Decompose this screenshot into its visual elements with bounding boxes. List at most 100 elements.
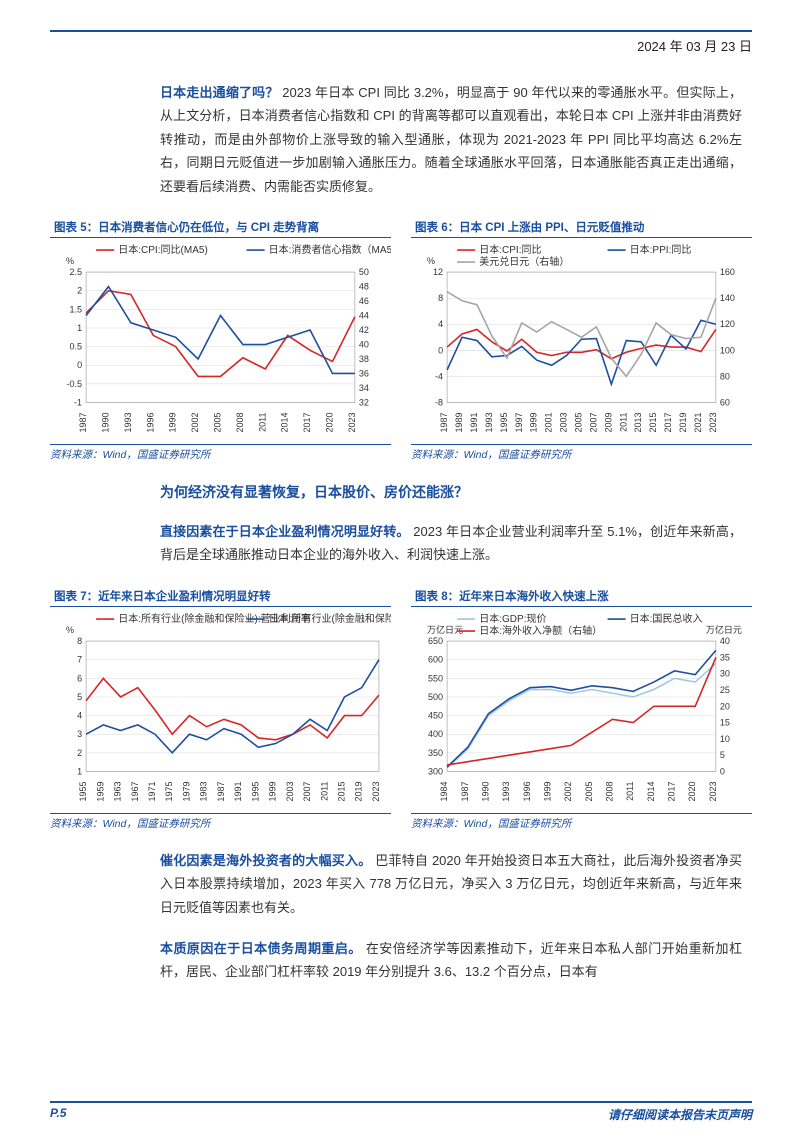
svg-text:1993: 1993	[501, 781, 511, 801]
svg-text:1963: 1963	[113, 781, 123, 801]
svg-text:1987: 1987	[439, 412, 449, 432]
svg-text:2017: 2017	[663, 412, 673, 432]
svg-text:7: 7	[77, 654, 82, 664]
svg-text:8: 8	[438, 293, 443, 303]
svg-text:0: 0	[438, 345, 443, 355]
svg-text:1993: 1993	[123, 412, 133, 432]
svg-text:2011: 2011	[319, 781, 329, 800]
svg-text:1990: 1990	[480, 781, 490, 801]
svg-text:4: 4	[77, 710, 82, 720]
svg-text:100: 100	[720, 345, 735, 355]
svg-text:%: %	[427, 256, 435, 266]
svg-text:2020: 2020	[687, 781, 697, 801]
paragraph-3: 催化因素是海外投资者的大幅买入。 巴菲特自 2020 年开始投资日本五大商社，此…	[160, 849, 742, 919]
chart-7: 图表 7：近年来日本企业盈利情况明显好转 1234567819551959196…	[50, 585, 391, 831]
svg-text:2013: 2013	[633, 412, 643, 432]
p1-body: 2023 年日本 CPI 同比 3.2%，明显高于 90 年代以来的零通胀水平。…	[160, 85, 742, 194]
svg-text:650: 650	[428, 636, 443, 646]
paragraph-1: 日本走出通缩了吗？ 2023 年日本 CPI 同比 3.2%，明显高于 90 年…	[160, 81, 742, 198]
chart-7-title: 图表 7：近年来日本企业盈利情况明显好转	[50, 585, 391, 607]
svg-text:1999: 1999	[542, 781, 552, 801]
chart-8: 图表 8：近年来日本海外收入快速上涨 300350400450500550600…	[411, 585, 752, 831]
svg-text:日本:海外收入净额（右轴）: 日本:海外收入净额（右轴）	[479, 624, 602, 637]
svg-text:日本:CPI:同比(MA5): 日本:CPI:同比(MA5)	[118, 243, 208, 256]
svg-text:1991: 1991	[469, 412, 479, 432]
svg-text:1996: 1996	[522, 781, 532, 801]
svg-text:-8: -8	[435, 397, 443, 407]
svg-text:3: 3	[77, 729, 82, 739]
p2-highlight: 直接因素在于日本企业盈利情况明显好转。	[160, 524, 410, 539]
chart-8-title: 图表 8：近年来日本海外收入快速上涨	[411, 585, 752, 607]
svg-text:1971: 1971	[147, 781, 157, 801]
svg-text:1967: 1967	[130, 781, 140, 801]
svg-text:48: 48	[359, 282, 369, 292]
svg-text:-4: -4	[435, 371, 443, 381]
paragraph-4: 本质原因在于日本债务周期重启。 在安倍经济学等因素推动下，近年来日本私人部门开始…	[160, 937, 742, 984]
svg-text:80: 80	[720, 371, 730, 381]
chart-6: 图表 6：日本 CPI 上涨由 PPI、日元贬值推动 -8-4048126080…	[411, 216, 752, 462]
svg-text:25: 25	[720, 685, 730, 695]
svg-text:2019: 2019	[354, 781, 364, 801]
svg-text:4: 4	[438, 319, 443, 329]
svg-text:2014: 2014	[646, 781, 656, 801]
svg-text:2021: 2021	[693, 412, 703, 432]
svg-text:5: 5	[720, 750, 725, 760]
svg-text:600: 600	[428, 654, 443, 664]
svg-text:20: 20	[720, 701, 730, 711]
svg-text:5: 5	[77, 692, 82, 702]
svg-text:1993: 1993	[484, 412, 494, 432]
svg-text:160: 160	[720, 267, 735, 277]
svg-text:2007: 2007	[302, 781, 312, 801]
svg-text:40: 40	[720, 636, 730, 646]
svg-text:32: 32	[359, 397, 369, 407]
svg-text:1996: 1996	[145, 412, 155, 432]
svg-text:1983: 1983	[199, 781, 209, 801]
svg-text:1995: 1995	[499, 412, 509, 432]
svg-text:0.5: 0.5	[70, 342, 83, 352]
svg-text:42: 42	[359, 325, 369, 335]
section-title: 为何经济没有显著恢复，日本股价、房价还能涨？	[160, 482, 742, 502]
svg-text:2002: 2002	[563, 781, 573, 801]
svg-text:1987: 1987	[216, 781, 226, 801]
svg-text:-1: -1	[74, 397, 82, 407]
svg-text:美元兑日元（右轴）: 美元兑日元（右轴）	[479, 255, 569, 268]
svg-text:1999: 1999	[168, 412, 178, 432]
svg-text:2007: 2007	[588, 412, 598, 432]
svg-text:40: 40	[359, 339, 369, 349]
p1-highlight: 日本走出通缩了吗？	[160, 85, 279, 100]
chart-5-title: 图表 5：日本消费者信心仍在低位，与 CPI 走势背离	[50, 216, 391, 238]
svg-text:万亿日元: 万亿日元	[706, 624, 742, 635]
svg-text:30: 30	[720, 668, 730, 678]
svg-text:2008: 2008	[604, 781, 614, 801]
svg-text:1999: 1999	[268, 781, 278, 801]
svg-text:60: 60	[720, 397, 730, 407]
chart-5: 图表 5：日本消费者信心仍在低位，与 CPI 走势背离 -1-0.500.511…	[50, 216, 391, 462]
svg-text:10: 10	[720, 734, 730, 744]
chart-5-source: 资料来源：Wind，国盛证券研究所	[50, 444, 391, 462]
svg-text:2020: 2020	[324, 412, 334, 432]
svg-text:34: 34	[359, 383, 369, 393]
svg-text:35: 35	[720, 652, 730, 662]
svg-text:2009: 2009	[603, 412, 613, 432]
svg-text:2005: 2005	[584, 781, 594, 801]
svg-text:8: 8	[77, 636, 82, 646]
svg-text:2: 2	[77, 286, 82, 296]
svg-text:12: 12	[433, 267, 443, 277]
svg-text:450: 450	[428, 710, 443, 720]
svg-text:0: 0	[77, 360, 82, 370]
svg-text:1.5: 1.5	[70, 304, 83, 314]
svg-text:1: 1	[77, 766, 82, 776]
svg-text:日本:消费者信心指数（MA5,右轴）: 日本:消费者信心指数（MA5,右轴）	[269, 243, 391, 256]
svg-text:140: 140	[720, 293, 735, 303]
svg-text:2011: 2011	[257, 412, 267, 431]
p3-highlight: 催化因素是海外投资者的大幅买入。	[160, 853, 371, 868]
report-date: 2024 年 03 月 23 日	[50, 36, 752, 61]
svg-text:300: 300	[428, 766, 443, 776]
svg-text:1975: 1975	[164, 781, 174, 801]
svg-text:2015: 2015	[648, 412, 658, 432]
chart-6-source: 资料来源：Wind，国盛证券研究所	[411, 444, 752, 462]
svg-text:1991: 1991	[233, 781, 243, 801]
svg-text:44: 44	[359, 311, 369, 321]
svg-text:2003: 2003	[559, 412, 569, 432]
svg-text:1997: 1997	[514, 412, 524, 432]
